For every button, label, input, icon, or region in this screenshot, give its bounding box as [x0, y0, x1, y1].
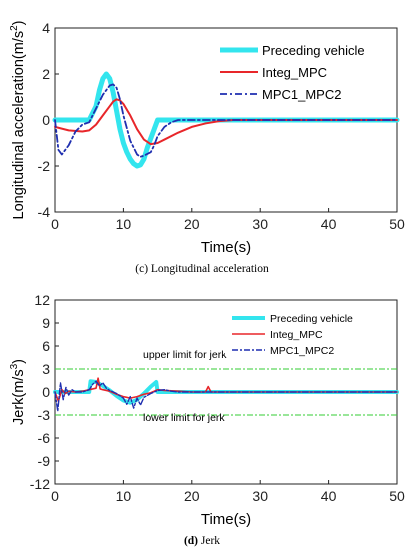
tick-group-c: 0 10 20 30 40 50 -4 -2 0 2 4	[38, 20, 405, 232]
y-tick-label-d: 6	[42, 338, 50, 354]
x-tick-label-d: 30	[252, 488, 268, 504]
legend-box-d	[225, 306, 391, 356]
series-line-mpc1-mpc2-d	[54, 380, 398, 412]
limit-group-d: upper limit for jerk lower limit for jer…	[55, 349, 397, 424]
x-tick-label-c: 30	[252, 216, 268, 232]
series-group-d	[53, 377, 399, 412]
x-tick-label-d: 40	[321, 488, 337, 504]
x-tick-label-c: 20	[184, 216, 200, 232]
legend-label-integ-c: Integ_MPC	[262, 65, 327, 80]
ylabel-d: Jerk(m/s3)	[9, 359, 27, 425]
x-tick-label-c: 50	[389, 216, 405, 232]
caption-d: (d) Jerk	[184, 535, 220, 547]
series-line-integ-mpc-d	[54, 377, 398, 403]
chart-jerk: 0 10 20 30 40 50 -12 -9 -6 -3 0 3 6 9 12 upper limit f…	[9, 292, 405, 547]
y-tick-label-d: 0	[42, 384, 50, 400]
caption-c: (c) Longitudinal acceleration	[135, 263, 269, 275]
legend-label-preceding-c: Preceding vehicle	[262, 43, 365, 58]
x-tick-label-c: 40	[321, 216, 337, 232]
x-tick-label-c: 0	[51, 216, 59, 232]
y-tick-label-d: 9	[42, 315, 50, 331]
y-tick-label-c: 4	[42, 20, 50, 36]
series-group-c	[52, 71, 400, 169]
legend-d: Preceding vehicle Integ_MPC MPC1_MPC2	[225, 306, 391, 357]
y-tick-label-d: -9	[38, 453, 51, 469]
y-tick-label-d: -6	[38, 430, 51, 446]
ylabel-c: Longitudinal acceleration(m/s2)	[9, 20, 27, 219]
y-tick-label-d: 12	[34, 292, 50, 308]
y-tick-label-d: -12	[30, 476, 50, 492]
legend-label-mpc-c: MPC1_MPC2	[262, 87, 341, 102]
x-tick-label-d: 50	[389, 488, 405, 504]
legend-label-integ-d: Integ_MPC	[270, 329, 323, 341]
chart-acceleration: 0 10 20 30 40 50 -4 -2 0 2 4 Preceding vehicle Int…	[9, 20, 405, 275]
tick-group-d: 0 10 20 30 40 50 -12 -9 -6 -3 0 3 6 9 12	[30, 292, 405, 504]
xlabel-c: Time(s)	[201, 239, 251, 256]
legend-label-mpc-d: MPC1_MPC2	[270, 345, 334, 357]
series-line-preceding-d	[53, 379, 399, 405]
legend-label-preceding-d: Preceding vehicle	[270, 313, 353, 325]
y-tick-label-c: -4	[38, 204, 51, 220]
x-tick-label-d: 0	[51, 488, 59, 504]
x-tick-label-c: 10	[116, 216, 132, 232]
x-tick-label-d: 20	[184, 488, 200, 504]
xlabel-d: Time(s)	[201, 511, 251, 528]
lower-limit-label: lower limit for jerk	[143, 412, 225, 424]
series-line-mpc1-mpc2-c	[54, 83, 398, 158]
y-tick-label-c: 2	[42, 66, 50, 82]
y-tick-label-d: -3	[38, 407, 51, 423]
legend-c: Preceding vehicle Integ_MPC MPC1_MPC2	[214, 38, 392, 106]
y-tick-label-c: -2	[38, 158, 51, 174]
upper-limit-label: upper limit for jerk	[143, 349, 227, 361]
series-line-integ-mpc-c	[54, 98, 398, 146]
y-tick-label-d: 3	[42, 361, 50, 377]
y-tick-label-c: 0	[42, 112, 50, 128]
x-tick-label-d: 10	[116, 488, 132, 504]
